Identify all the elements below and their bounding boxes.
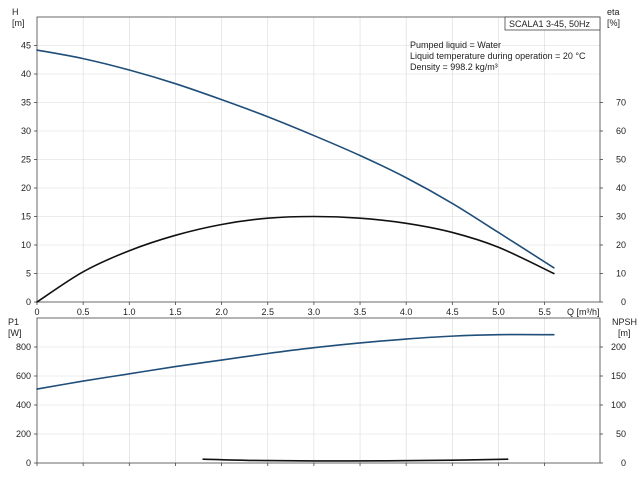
top-left-axis-title: H (12, 7, 19, 17)
power-curve (36, 333, 555, 390)
top-left-axis-unit: [m] (12, 18, 25, 28)
bottom-right-axis-title: NPSH (612, 317, 637, 327)
y-left-tick-label: 30 (21, 126, 31, 136)
bottom-right-axis-unit: [m] (618, 328, 631, 338)
head-efficiency-panel: 0 0.5 1.0 1.5 2.0 2.5 3.0 3.5 4.0 4.5 5.0 5.5 0 5 10 15… (12, 7, 626, 317)
y-right-tick-label: 70 (616, 98, 626, 108)
x-tick-label: 5.0 (492, 307, 505, 317)
y-left-tick-label: 0 (26, 297, 31, 307)
top-axis-ticks: 0 0.5 1.0 1.5 2.0 2.5 3.0 3.5 4.0 4.5 5.0 5.5 0 5 10 15… (21, 41, 626, 318)
x-tick-label: 1.0 (123, 307, 136, 317)
x-tick-label: 0 (34, 307, 39, 317)
y-right-tick-label: 100 (611, 400, 626, 410)
head-curve (36, 49, 555, 269)
top-right-axis-title: eta (607, 7, 620, 17)
y-left-tick-label: 45 (21, 41, 31, 51)
x-tick-label: 4.5 (446, 307, 459, 317)
y-right-tick-label: 150 (611, 371, 626, 381)
y-left-tick-label: 5 (26, 269, 31, 279)
y-left-tick-label: 200 (16, 429, 31, 439)
bottom-plot-frame (36, 317, 601, 464)
y-right-tick-label: 30 (616, 212, 626, 222)
top-series (36, 49, 555, 303)
efficiency-curve (36, 215, 555, 303)
bottom-left-axis-title: P1 (8, 317, 19, 327)
y-right-tick-label: 60 (616, 126, 626, 136)
x-tick-label: 5.5 (538, 307, 551, 317)
y-left-tick-label: 15 (21, 212, 31, 222)
y-left-tick-label: 35 (21, 98, 31, 108)
x-tick-label: 4.0 (400, 307, 413, 317)
y-left-tick-label: 20 (21, 183, 31, 193)
y-right-tick-label: 20 (616, 240, 626, 250)
top-right-axis-unit: [%] (607, 18, 620, 28)
x-tick-label: 0.5 (77, 307, 90, 317)
y-left-tick-label: 0 (26, 458, 31, 468)
x-tick-label: 2.5 (261, 307, 274, 317)
y-right-tick-label: 40 (616, 183, 626, 193)
y-right-tick-label: 50 (616, 429, 626, 439)
x-axis-title: Q [m³/h] (567, 307, 600, 317)
bottom-grid (37, 318, 600, 463)
model-label-box (504, 16, 601, 31)
info-line-density: Density = 998.2 kg/m³ (410, 62, 498, 72)
power-npsh-panel: 0 200 400 600 800 0 50 100 150 200 P1 [W] NPSH [m… (8, 317, 637, 468)
y-right-tick-label: 10 (616, 269, 626, 279)
y-right-tick-label: 200 (611, 342, 626, 352)
x-tick-label: 3.0 (308, 307, 321, 317)
y-right-tick-label: 0 (621, 297, 626, 307)
npsh-curve (202, 458, 509, 462)
info-line-temperature: Liquid temperature during operation = 20… (410, 51, 586, 61)
y-left-tick-label: 10 (21, 240, 31, 250)
y-right-tick-label: 50 (616, 155, 626, 165)
x-tick-label: 2.0 (215, 307, 228, 317)
model-label: SCALA1 3-45, 50Hz (509, 19, 591, 29)
y-left-tick-label: 25 (21, 155, 31, 165)
y-left-tick-label: 400 (16, 400, 31, 410)
info-box: SCALA1 3-45, 50Hz Pumped liquid = Water … (410, 16, 601, 72)
x-tick-label: 1.5 (169, 307, 182, 317)
bottom-left-axis-unit: [W] (8, 328, 22, 338)
bottom-series (36, 333, 555, 462)
x-tick-label: 3.5 (354, 307, 367, 317)
bottom-axis-ticks: 0 200 400 600 800 0 50 100 150 200 (16, 342, 626, 468)
y-left-tick-label: 600 (16, 371, 31, 381)
y-right-tick-label: 0 (621, 458, 626, 468)
info-line-liquid: Pumped liquid = Water (410, 40, 501, 50)
y-left-tick-label: 800 (16, 342, 31, 352)
y-left-tick-label: 40 (21, 69, 31, 79)
